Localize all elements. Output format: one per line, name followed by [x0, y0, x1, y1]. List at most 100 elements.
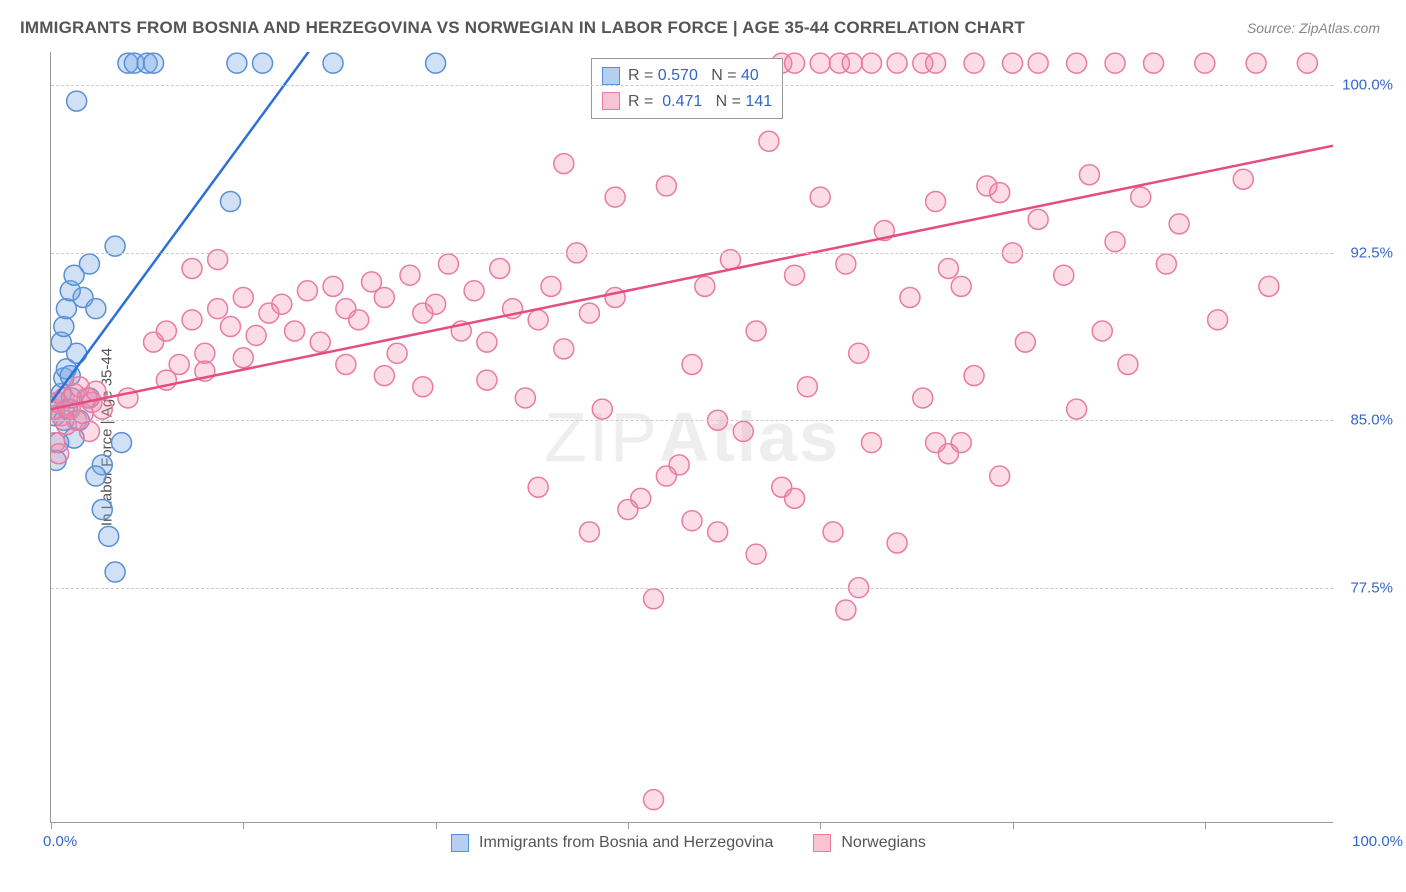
bottom-swatch-1 — [451, 834, 469, 852]
scatter-point — [1208, 310, 1228, 330]
scatter-point — [836, 600, 856, 620]
scatter-point — [246, 325, 266, 345]
scatter-point — [1003, 53, 1023, 73]
x-tick — [1205, 822, 1206, 829]
scatter-point — [297, 281, 317, 301]
scatter-point — [1169, 214, 1189, 234]
scatter-point — [387, 343, 407, 363]
scatter-point — [644, 790, 664, 810]
scatter-point — [99, 526, 119, 546]
scatter-point — [1079, 165, 1099, 185]
scatter-point — [426, 294, 446, 314]
scatter-point — [926, 53, 946, 73]
scatter-point — [67, 91, 87, 111]
scatter-point — [951, 276, 971, 296]
scatter-point — [323, 276, 343, 296]
grid-line — [51, 588, 1333, 589]
scatter-point — [156, 321, 176, 341]
scatter-point — [1144, 53, 1164, 73]
scatter-point — [579, 522, 599, 542]
scatter-point — [656, 466, 676, 486]
scatter-point — [990, 466, 1010, 486]
scatter-point — [56, 299, 76, 319]
scatter-point — [464, 281, 484, 301]
scatter-point — [374, 288, 394, 308]
bottom-legend-label-2: Norwegians — [841, 834, 925, 852]
plot-wrap: In Labor Force | Age 35-44 ZIPAtlas R = … — [50, 52, 1390, 822]
scatter-point — [541, 276, 561, 296]
scatter-point — [1195, 53, 1215, 73]
bottom-swatch-2 — [813, 834, 831, 852]
scatter-point — [605, 288, 625, 308]
y-tick-label: 100.0% — [1338, 77, 1393, 94]
scatter-point — [1118, 354, 1138, 374]
x-tick — [51, 822, 52, 829]
scatter-point — [1156, 254, 1176, 274]
scatter-point — [708, 522, 728, 542]
scatter-point — [285, 321, 305, 341]
scatter-point — [528, 477, 548, 497]
scatter-point — [900, 288, 920, 308]
scatter-point — [182, 310, 202, 330]
scatter-point — [253, 53, 273, 73]
scatter-point — [1028, 209, 1048, 229]
scatter-point — [644, 589, 664, 609]
chart-svg — [51, 52, 1333, 822]
scatter-point — [336, 354, 356, 374]
scatter-point — [323, 53, 343, 73]
scatter-point — [92, 399, 112, 419]
scatter-point — [51, 444, 69, 464]
stats-legend: R = 0.570 N = 40 R = 0.471 N = 141 — [591, 58, 783, 119]
scatter-point — [1105, 53, 1125, 73]
y-tick-label: 85.0% — [1338, 412, 1393, 429]
scatter-point — [86, 466, 106, 486]
scatter-point — [220, 317, 240, 337]
scatter-point — [1105, 232, 1125, 252]
scatter-point — [746, 321, 766, 341]
scatter-point — [785, 53, 805, 73]
scatter-point — [579, 303, 599, 323]
scatter-point — [605, 187, 625, 207]
scatter-point — [656, 176, 676, 196]
scatter-point — [785, 488, 805, 508]
scatter-point — [227, 53, 247, 73]
scatter-point — [349, 310, 369, 330]
scatter-point — [477, 370, 497, 390]
scatter-point — [554, 339, 574, 359]
scatter-point — [1246, 53, 1266, 73]
scatter-point — [913, 388, 933, 408]
scatter-point — [195, 343, 215, 363]
scatter-point — [733, 421, 753, 441]
swatch-series1 — [602, 67, 620, 85]
scatter-point — [990, 183, 1010, 203]
scatter-point — [1054, 265, 1074, 285]
scatter-point — [1067, 53, 1087, 73]
scatter-point — [1028, 53, 1048, 73]
scatter-point — [1092, 321, 1112, 341]
scatter-point — [823, 522, 843, 542]
x-tick — [820, 822, 821, 829]
scatter-point — [842, 53, 862, 73]
scatter-point — [86, 299, 106, 319]
scatter-point — [426, 53, 446, 73]
scatter-point — [785, 265, 805, 285]
scatter-point — [926, 433, 946, 453]
scatter-point — [964, 366, 984, 386]
x-axis-label-100: 100.0% — [1352, 833, 1403, 850]
scatter-point — [810, 187, 830, 207]
scatter-point — [112, 433, 132, 453]
scatter-point — [861, 53, 881, 73]
scatter-point — [836, 254, 856, 274]
scatter-point — [233, 348, 253, 368]
scatter-point — [528, 310, 548, 330]
bottom-legend: Immigrants from Bosnia and Herzegovina N… — [451, 834, 926, 852]
swatch-series2 — [602, 92, 620, 110]
y-tick-label: 77.5% — [1338, 579, 1393, 596]
scatter-point — [208, 299, 228, 319]
scatter-point — [1015, 332, 1035, 352]
scatter-point — [1233, 169, 1253, 189]
scatter-point — [951, 433, 971, 453]
scatter-point — [144, 53, 164, 73]
scatter-point — [682, 354, 702, 374]
source-label: Source: ZipAtlas.com — [1247, 20, 1380, 36]
